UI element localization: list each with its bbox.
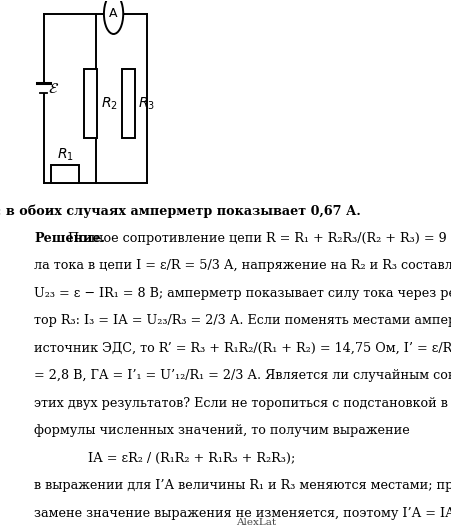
Text: Полное сопротивление цепи R = R₁ + R₂R₃/(R₂ + R₃) = 9 Ом. Си-: Полное сопротивление цепи R = R₁ + R₂R₃/… [64, 232, 451, 245]
Text: ла тока в цепи I = ε/R = 5/3 А, напряжение на R₂ и R₃ составляет: ла тока в цепи I = ε/R = 5/3 А, напряжен… [34, 259, 451, 272]
Text: источник ЭДС, то R’ = R₃ + R₁R₂/(R₁ + R₂) = 14,75 Ом, I’ = ε/R’ = 1 А, U’₁₂ =: источник ЭДС, то R’ = R₃ + R₁R₂/(R₁ + R₂… [34, 342, 451, 355]
Text: U₂₃ = ε − IR₁ = 8 В; амперметр показывает силу тока через резис-: U₂₃ = ε − IR₁ = 8 В; амперметр показывае… [34, 287, 451, 299]
Text: $R_1$: $R_1$ [57, 147, 74, 163]
Text: в выражении для I’А величины R₁ и R₃ меняются местами; при такой: в выражении для I’А величины R₁ и R₃ мен… [34, 479, 451, 492]
Text: тор R₃: I₃ = IА = U₂₃/R₃ = 2/3 А. Если поменять местами амперметр и: тор R₃: I₃ = IА = U₂₃/R₃ = 2/3 А. Если п… [34, 314, 451, 327]
Text: Ответ: в обоих случаях амперметр показывает 0,67 А.: Ответ: в обоих случаях амперметр показыв… [0, 204, 361, 218]
Text: формулы численных значений, то получим выражение: формулы численных значений, то получим в… [34, 424, 410, 437]
Text: этих двух результатов? Если не торопиться с подстановкой в: этих двух результатов? Если не торопитьс… [34, 396, 448, 410]
Text: A: A [109, 7, 118, 21]
Text: замене значение выражения не изменяется, поэтому I’А = IА.: замене значение выражения не изменяется,… [34, 507, 451, 519]
Text: AlexLat: AlexLat [236, 518, 276, 527]
Text: Решение.: Решение. [34, 232, 106, 245]
Text: IА = εR₂ / (R₁R₂ + R₁R₃ + R₂R₃);: IА = εR₂ / (R₁R₂ + R₁R₃ + R₂R₃); [88, 452, 295, 465]
Bar [51, 164, 79, 183]
Bar [84, 69, 97, 138]
Text: $R_2$: $R_2$ [101, 95, 118, 112]
Bar [123, 69, 135, 138]
Circle shape [104, 0, 123, 34]
Text: $\mathcal{E}$: $\mathcal{E}$ [48, 82, 59, 96]
Text: $R_3$: $R_3$ [138, 95, 156, 112]
Text: = 2,8 В, ГА = I’₁ = U’₁₂/R₁ = 2/3 А. Является ли случайным совпадение: = 2,8 В, ГА = I’₁ = U’₁₂/R₁ = 2/3 А. Явл… [34, 369, 451, 382]
